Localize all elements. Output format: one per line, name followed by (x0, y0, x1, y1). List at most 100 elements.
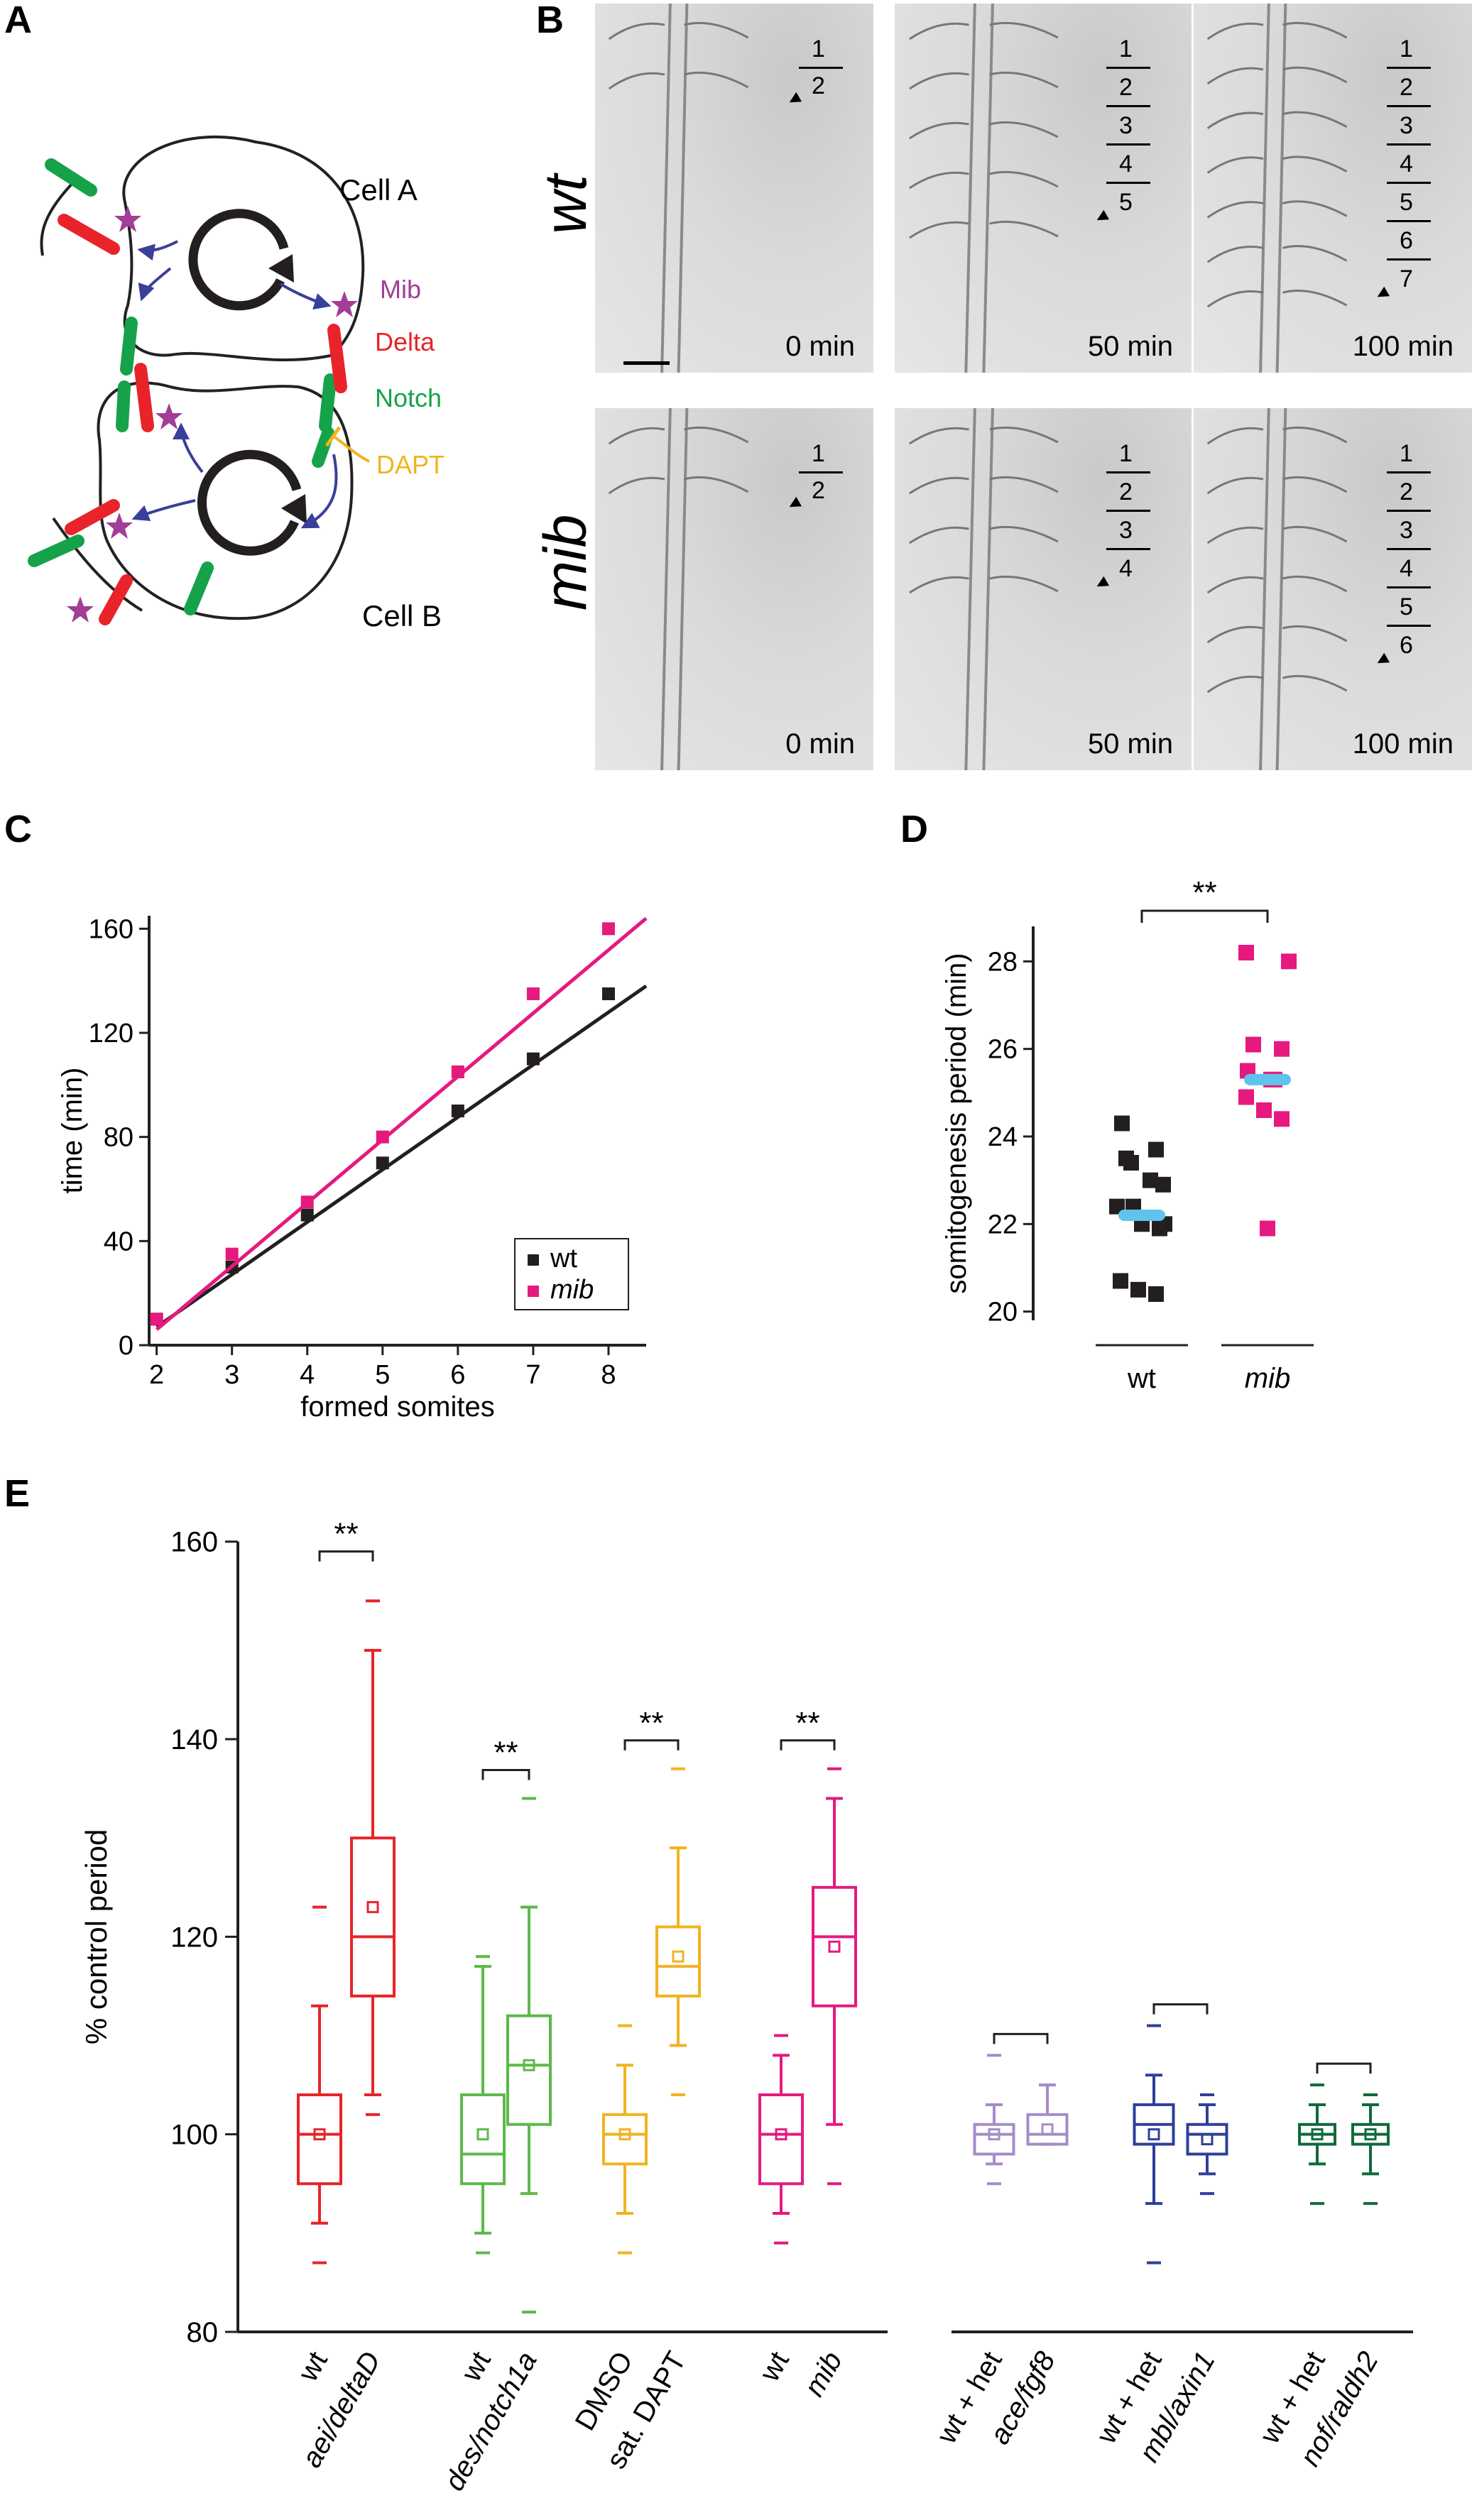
y-axis-label: time (min) (57, 1068, 88, 1194)
tissue-image (909, 408, 1059, 770)
somite-number: 7 (1400, 265, 1413, 292)
x-category-label: wt (1127, 1363, 1156, 1394)
data-point-mib (150, 1313, 163, 1326)
x-tick-label: 8 (601, 1360, 616, 1390)
tissue-image (608, 4, 749, 373)
x-tick-label: 4 (300, 1360, 315, 1390)
signal-arrow-icon (138, 267, 172, 302)
y-tick-label: 160 (170, 1527, 218, 1558)
data-point-mib (1238, 1089, 1254, 1105)
significance-bracket (993, 2032, 1049, 2044)
panel-e-label: E (4, 1472, 30, 1515)
neighbour-membrane-top (40, 176, 80, 256)
somite-boundary-line (1387, 182, 1431, 184)
data-point-mib (376, 1130, 389, 1144)
y-tick-label: 140 (170, 1724, 218, 1755)
data-point-mib (1260, 1220, 1275, 1237)
somite-number: 5 (1400, 593, 1413, 620)
somite-boundary-line (1387, 67, 1431, 69)
legend-delta: Delta (375, 327, 435, 356)
box (812, 1885, 857, 2007)
mean-marker (1147, 2128, 1160, 2141)
notch-icon (28, 535, 84, 567)
signal-arrow-icon (279, 283, 332, 310)
data-point-wt (601, 987, 615, 1000)
notch-icon (45, 158, 97, 197)
significance-label: ** (334, 1517, 358, 1552)
mean-marker (1364, 2128, 1377, 2141)
data-point-mib (1238, 945, 1254, 960)
y-tick-label: 40 (104, 1227, 133, 1256)
panel-b-label: B (536, 0, 564, 41)
scale-bar (623, 361, 670, 365)
y-tick-label: 0 (119, 1331, 133, 1361)
box (350, 1836, 396, 1998)
time-label: 50 min (1087, 728, 1173, 760)
significance-bracket (1316, 2062, 1372, 2074)
somite-boundary-line (1387, 625, 1431, 627)
legend-box (514, 1238, 629, 1310)
signal-arrow-icon (131, 499, 196, 522)
somite-number: 1 (812, 440, 825, 467)
x-category-label: wt (753, 2347, 795, 2388)
mib-star-icon (106, 513, 133, 539)
y-tick-label: 22 (988, 1210, 1018, 1239)
mib-star-icon (114, 206, 141, 232)
micrograph-wt-2: 1 2 3 4 5 6 7 ◄ 100 min (1194, 4, 1472, 373)
time-label: 0 min (785, 728, 855, 760)
y-tick-label: 120 (170, 1922, 218, 1953)
data-point-wt (376, 1156, 389, 1170)
mib-star-icon (331, 291, 358, 317)
notch-icon (116, 380, 131, 432)
significance-bracket (1152, 2003, 1209, 2015)
somite-boundary-line (1106, 143, 1150, 146)
panel-b: B wt mib (532, 0, 599, 610)
x-category-label: mib (1245, 1363, 1290, 1394)
cell-b-membrane (97, 381, 354, 620)
signal-arrow-icon (173, 422, 204, 473)
y-tick-label: 100 (170, 2120, 218, 2151)
somite-boundary-line (1106, 105, 1150, 107)
somite-number: 3 (1119, 517, 1133, 544)
somite-number: 2 (1400, 478, 1413, 505)
somite-boundary-line (1387, 548, 1431, 550)
data-point-mib (1274, 1111, 1290, 1127)
somite-number: 1 (1400, 440, 1413, 467)
somite-number: 4 (1400, 555, 1413, 582)
somite-number: 4 (1400, 150, 1413, 177)
y-tick-label: 80 (187, 2317, 219, 2348)
x-tick-label: 3 (224, 1360, 239, 1390)
cell-a-label: Cell A (339, 173, 418, 207)
data-point-mib (1274, 1041, 1290, 1057)
somite-number: 4 (1119, 555, 1133, 582)
box (1186, 2122, 1228, 2156)
significance-bracket (481, 1769, 530, 1780)
box (297, 2093, 342, 2186)
dapt-inhibitor-icon (332, 435, 370, 463)
somite-boundary-line (1387, 471, 1431, 473)
x-tick-label: 2 (149, 1360, 164, 1390)
significance-bracket (1140, 909, 1269, 923)
data-point-wt (526, 1052, 540, 1065)
y-tick-label: 26 (988, 1035, 1018, 1065)
mib-star-icon (67, 596, 94, 623)
x-category-label: wt (455, 2347, 497, 2388)
somite-boundary-line (1106, 471, 1150, 473)
data-point-mib (1245, 1036, 1261, 1053)
somite-number: 2 (1400, 74, 1413, 101)
oscillator-b-arrowhead-icon (281, 494, 307, 524)
somite-number: 1 (812, 35, 825, 62)
legend-marker-wt (528, 1254, 539, 1266)
y-tick-label: 24 (988, 1122, 1018, 1152)
notch-icon (319, 373, 337, 432)
data-point-wt (1155, 1176, 1171, 1193)
somite-number: 2 (812, 477, 825, 504)
panel-c: C 0 40 80 120 160 2 3 4 5 6 7 8 formed somites time (… (4, 808, 648, 1423)
somite-boundary-line (1387, 258, 1431, 261)
somite-number: 2 (1119, 478, 1133, 505)
somite-boundary-line (1387, 586, 1431, 588)
data-point-wt (1130, 1281, 1146, 1298)
somite-number: 2 (812, 72, 825, 99)
fit-line-mib (155, 916, 648, 1331)
